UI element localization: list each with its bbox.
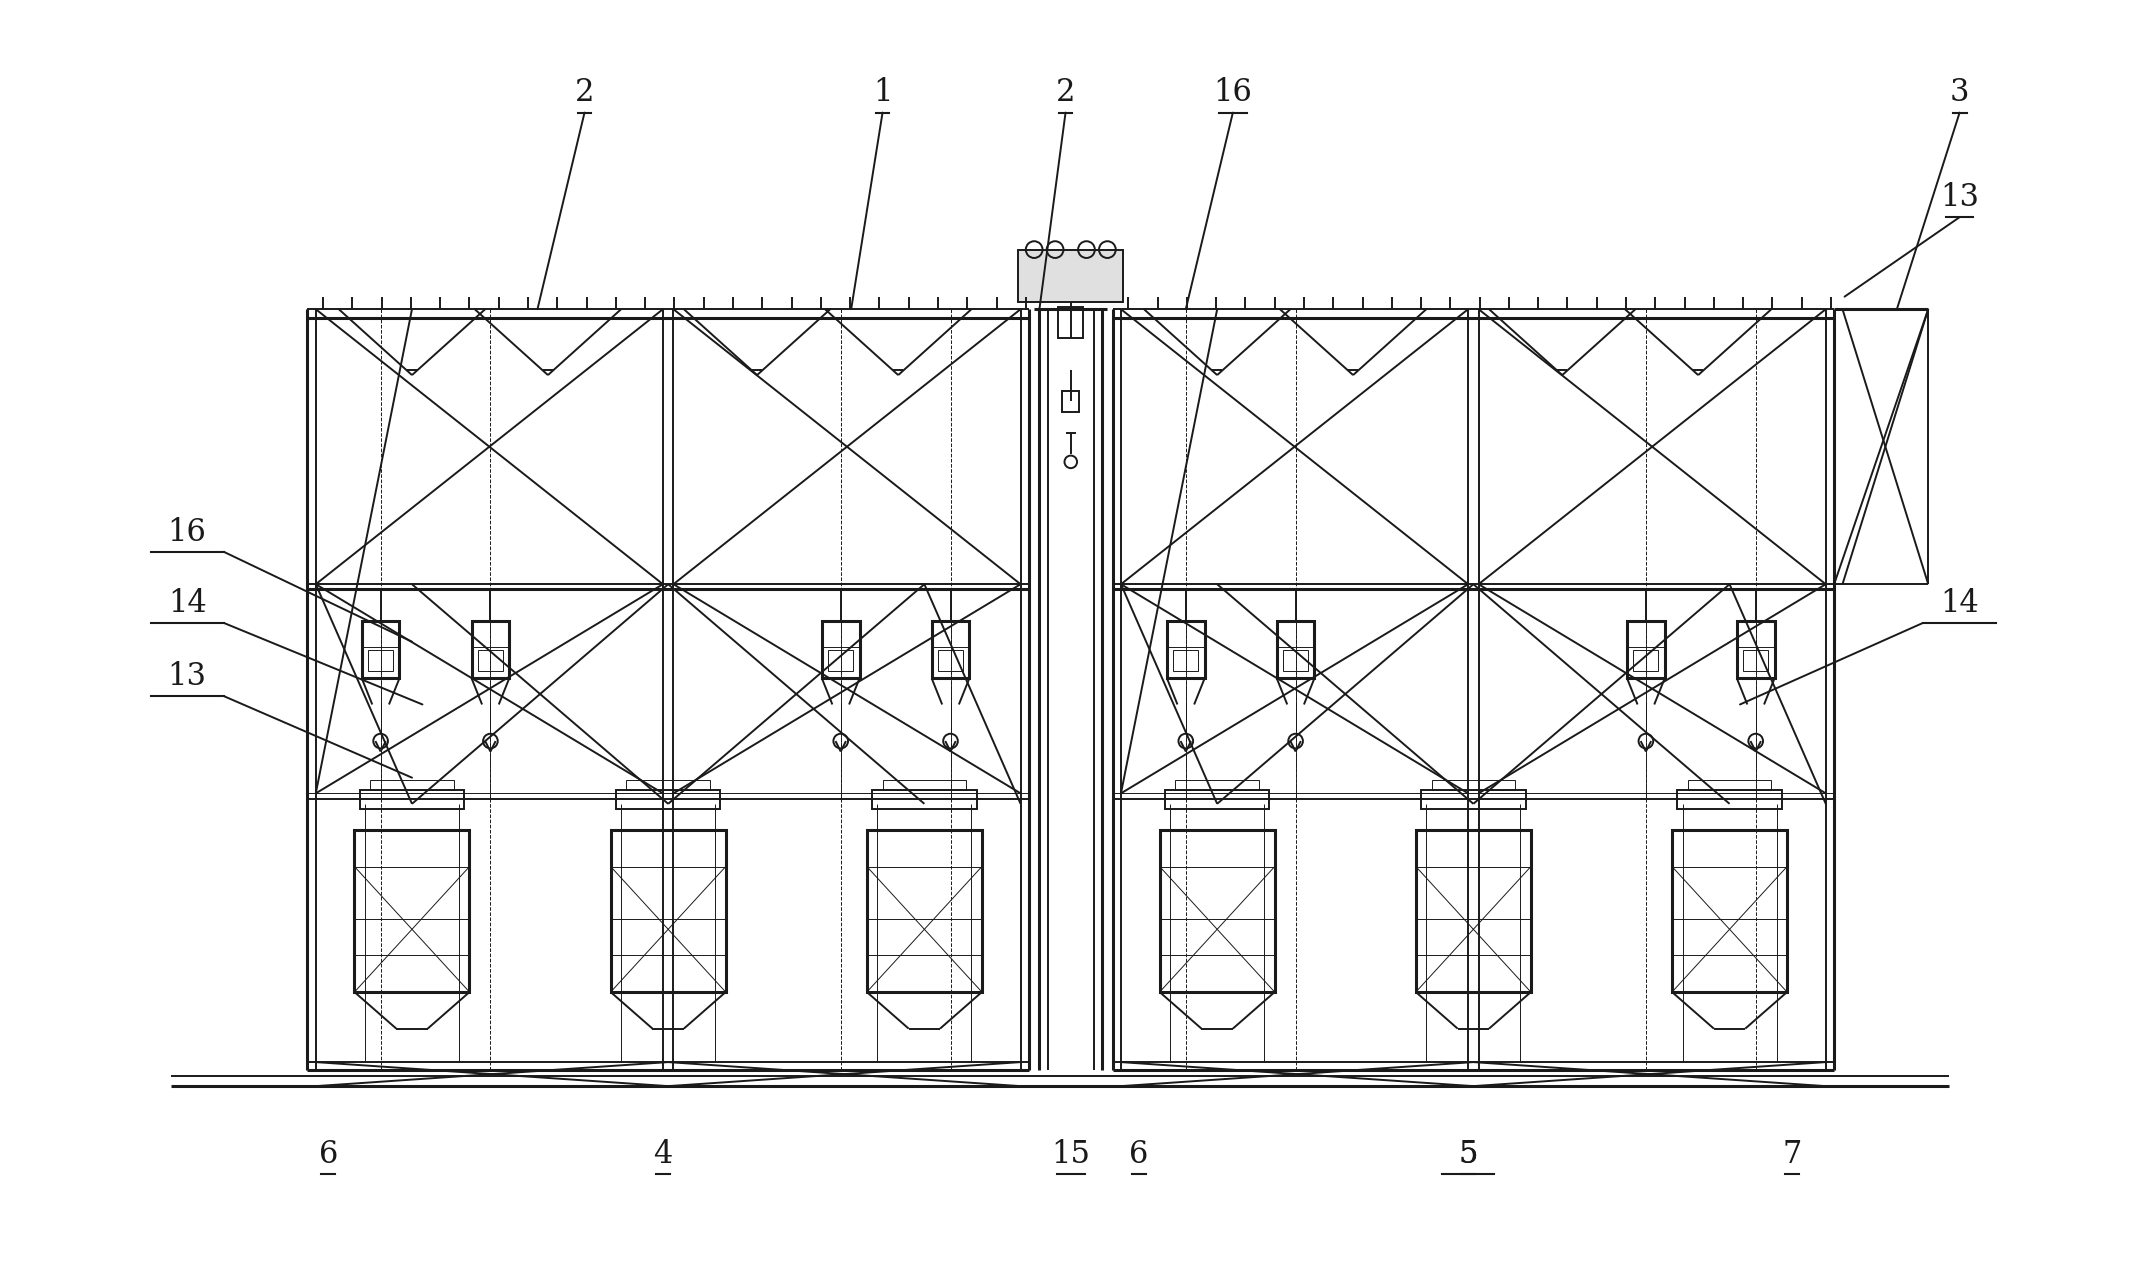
Text: 4: 4 bbox=[654, 1139, 674, 1170]
Text: 6: 6 bbox=[1130, 1139, 1149, 1170]
Bar bbox=[872, 791, 977, 810]
Bar bbox=[370, 780, 454, 791]
Bar bbox=[1737, 621, 1775, 679]
Bar bbox=[478, 651, 504, 671]
Bar bbox=[1633, 651, 1659, 671]
Text: 6: 6 bbox=[318, 1139, 338, 1170]
Bar bbox=[1160, 830, 1274, 992]
Bar bbox=[829, 651, 852, 671]
Bar bbox=[932, 621, 968, 679]
Text: 16: 16 bbox=[168, 517, 207, 547]
Bar bbox=[359, 791, 465, 810]
Bar bbox=[626, 780, 710, 791]
Bar bbox=[1164, 791, 1270, 810]
Text: 14: 14 bbox=[1941, 588, 1980, 619]
Bar bbox=[368, 651, 394, 671]
Bar bbox=[355, 830, 469, 992]
Bar bbox=[938, 651, 964, 671]
Bar bbox=[1687, 780, 1771, 791]
Bar bbox=[362, 621, 400, 679]
Bar bbox=[615, 791, 721, 810]
Bar bbox=[1676, 791, 1782, 810]
Bar bbox=[1166, 621, 1205, 679]
Bar bbox=[1672, 830, 1786, 992]
Bar bbox=[867, 830, 981, 992]
Text: 13: 13 bbox=[1941, 182, 1980, 213]
Bar bbox=[1063, 391, 1078, 411]
Bar bbox=[1175, 780, 1259, 791]
Text: 3: 3 bbox=[1950, 78, 1969, 108]
Text: 5: 5 bbox=[1459, 1139, 1478, 1170]
Bar bbox=[1743, 651, 1769, 671]
Bar bbox=[1283, 651, 1308, 671]
Bar bbox=[822, 621, 859, 679]
Bar bbox=[1416, 830, 1530, 992]
Text: 16: 16 bbox=[1214, 78, 1252, 108]
Text: 2: 2 bbox=[575, 78, 594, 108]
Bar bbox=[1018, 250, 1123, 302]
Bar bbox=[611, 830, 725, 992]
Bar bbox=[1420, 791, 1526, 810]
Text: 7: 7 bbox=[1782, 1139, 1801, 1170]
Text: 15: 15 bbox=[1052, 1139, 1091, 1170]
Text: 13: 13 bbox=[168, 661, 207, 693]
Text: 14: 14 bbox=[168, 588, 207, 619]
Bar bbox=[1059, 307, 1082, 339]
Bar bbox=[1276, 621, 1315, 679]
Bar bbox=[1173, 651, 1199, 671]
Text: 5: 5 bbox=[1459, 1139, 1478, 1170]
Bar bbox=[1627, 621, 1666, 679]
Text: 2: 2 bbox=[1057, 78, 1076, 108]
Bar bbox=[1431, 780, 1515, 791]
Text: 1: 1 bbox=[874, 78, 893, 108]
Bar bbox=[471, 621, 510, 679]
Bar bbox=[882, 780, 966, 791]
